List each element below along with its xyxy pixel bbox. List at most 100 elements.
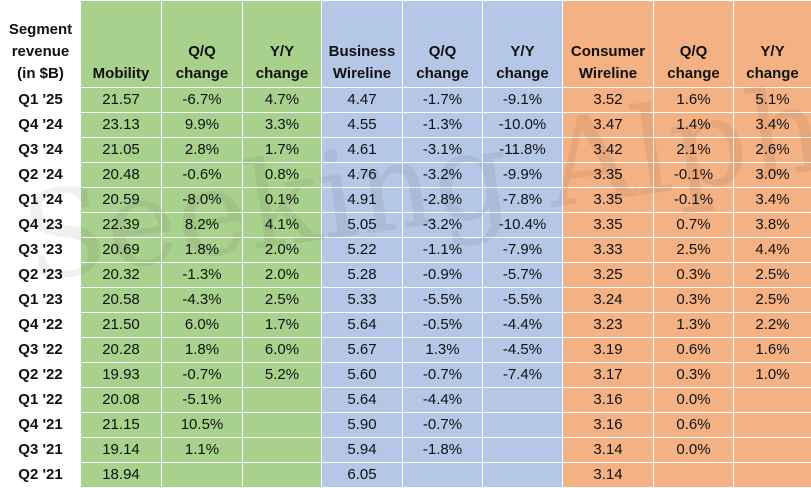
business-yy-value [483, 413, 563, 438]
business-yy-value: -9.1% [483, 88, 563, 113]
mobility-value: 20.28 [81, 338, 162, 363]
business-qq-value: -2.8% [403, 188, 483, 213]
mobility-yy-value: 0.8% [243, 163, 322, 188]
mobility-yy-value: 4.7% [243, 88, 322, 113]
consumer-value: 3.17 [563, 363, 654, 388]
business-value: 5.94 [322, 438, 403, 463]
business-value: 5.60 [322, 363, 403, 388]
quarter-label: Q3 '24 [1, 138, 81, 163]
header-mobility-yy: Y/Y change [243, 1, 322, 88]
consumer-value: 3.16 [563, 388, 654, 413]
quarter-label: Q2 '22 [1, 363, 81, 388]
header-business-wireline: Business Wireline [322, 1, 403, 88]
business-qq-value: -1.8% [403, 438, 483, 463]
quarter-label: Q4 '24 [1, 113, 81, 138]
quarter-label: Q3 '23 [1, 238, 81, 263]
consumer-qq-value: 0.0% [654, 388, 734, 413]
mobility-yy-value [243, 438, 322, 463]
quarter-label: Q3 '21 [1, 438, 81, 463]
business-value: 5.33 [322, 288, 403, 313]
mobility-qq-value: 1.8% [162, 238, 243, 263]
mobility-value: 20.59 [81, 188, 162, 213]
consumer-qq-value: 1.4% [654, 113, 734, 138]
business-value: 4.47 [322, 88, 403, 113]
business-qq-value: -1.3% [403, 113, 483, 138]
mobility-qq-value: -5.1% [162, 388, 243, 413]
consumer-yy-value: 3.8% [734, 213, 811, 238]
consumer-value: 3.14 [563, 438, 654, 463]
business-yy-value: -7.4% [483, 363, 563, 388]
business-qq-value: -1.7% [403, 88, 483, 113]
consumer-yy-value: 3.4% [734, 188, 811, 213]
header-mobility: Mobility [81, 1, 162, 88]
business-yy-value: -9.9% [483, 163, 563, 188]
business-value: 6.05 [322, 463, 403, 488]
business-value: 5.28 [322, 263, 403, 288]
business-yy-value: -10.0% [483, 113, 563, 138]
mobility-value: 22.39 [81, 213, 162, 238]
consumer-value: 3.35 [563, 163, 654, 188]
business-yy-value: -4.4% [483, 313, 563, 338]
consumer-yy-value: 1.0% [734, 363, 811, 388]
business-qq-value: -5.5% [403, 288, 483, 313]
quarter-label: Q2 '24 [1, 163, 81, 188]
mobility-qq-value: -6.7% [162, 88, 243, 113]
mobility-yy-value: 1.7% [243, 313, 322, 338]
mobility-value: 23.13 [81, 113, 162, 138]
consumer-qq-value: 2.5% [654, 238, 734, 263]
business-qq-value: -3.2% [403, 163, 483, 188]
mobility-yy-value: 2.0% [243, 263, 322, 288]
consumer-value: 3.19 [563, 338, 654, 363]
consumer-qq-value: 0.0% [654, 438, 734, 463]
consumer-qq-value [654, 463, 734, 488]
business-yy-value: -5.5% [483, 288, 563, 313]
consumer-value: 3.23 [563, 313, 654, 338]
mobility-yy-value: 2.5% [243, 288, 322, 313]
quarter-label: Q3 '22 [1, 338, 81, 363]
consumer-value: 3.42 [563, 138, 654, 163]
mobility-value: 20.69 [81, 238, 162, 263]
business-yy-value: -7.8% [483, 188, 563, 213]
quarter-label: Q1 '22 [1, 388, 81, 413]
header-row: Segment revenue (in $B) Mobility Q/Q cha… [1, 1, 811, 88]
business-yy-value: -7.9% [483, 238, 563, 263]
mobility-yy-value: 6.0% [243, 338, 322, 363]
mobility-qq-value: 10.5% [162, 413, 243, 438]
business-yy-value: -11.8% [483, 138, 563, 163]
mobility-value: 20.58 [81, 288, 162, 313]
mobility-qq-value: -8.0% [162, 188, 243, 213]
mobility-yy-value [243, 463, 322, 488]
mobility-qq-value [162, 463, 243, 488]
mobility-qq-value: -1.3% [162, 263, 243, 288]
mobility-value: 20.32 [81, 263, 162, 288]
header-consumer-qq: Q/Q change [654, 1, 734, 88]
consumer-qq-value: 0.6% [654, 413, 734, 438]
consumer-qq-value: 1.6% [654, 88, 734, 113]
consumer-yy-value: 2.6% [734, 138, 811, 163]
business-value: 4.61 [322, 138, 403, 163]
business-qq-value: -0.7% [403, 363, 483, 388]
quarter-label: Q4 '23 [1, 213, 81, 238]
consumer-yy-value: 2.5% [734, 263, 811, 288]
mobility-value: 21.50 [81, 313, 162, 338]
business-qq-value: -0.5% [403, 313, 483, 338]
header-consumer-wireline: Consumer Wireline [563, 1, 654, 88]
consumer-qq-value: 1.3% [654, 313, 734, 338]
consumer-value: 3.16 [563, 413, 654, 438]
consumer-yy-value: 3.4% [734, 113, 811, 138]
consumer-yy-value: 3.0% [734, 163, 811, 188]
business-value: 5.67 [322, 338, 403, 363]
business-qq-value: -0.7% [403, 413, 483, 438]
business-yy-value: -4.5% [483, 338, 563, 363]
business-qq-value: -4.4% [403, 388, 483, 413]
mobility-value: 21.15 [81, 413, 162, 438]
